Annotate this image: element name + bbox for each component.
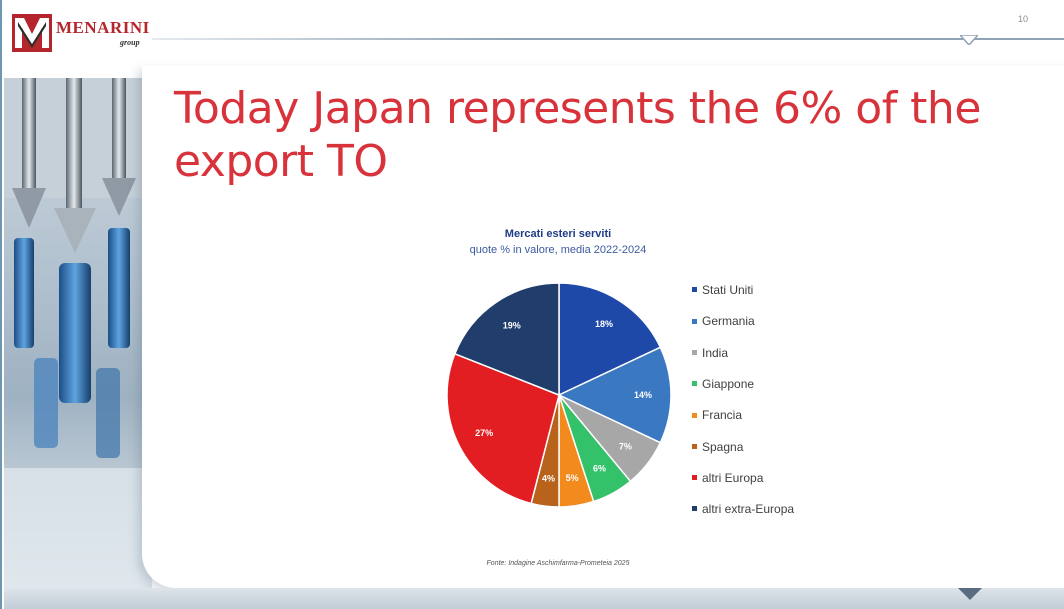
legend-label: Stati Uniti — [702, 283, 754, 297]
legend-swatch — [692, 443, 697, 449]
legend-label: Germania — [702, 314, 755, 329]
pie-slice-altri-europa — [446, 352, 560, 505]
legend-label: Giappone — [702, 376, 755, 391]
chart-title: Mercati esteri serviti — [504, 228, 612, 240]
pie-label-spagna: 4% — [542, 473, 555, 483]
page-number: 10 — [1018, 14, 1029, 24]
header-notch-decoration — [960, 35, 978, 45]
header-rule — [152, 38, 1064, 40]
logo-mark-icon — [12, 14, 52, 52]
legend-item-stati-uniti: Stati Uniti — [692, 283, 753, 299]
legend-swatch — [692, 318, 697, 324]
legend-item-giappone: Giappone — [692, 377, 754, 393]
legend-label: India — [702, 345, 729, 360]
logo-subtext: group — [120, 38, 140, 47]
legend-item-spagna: Spagna — [692, 440, 743, 456]
pie-label-germania: 14% — [634, 390, 652, 400]
lab-vials-photo — [4, 78, 152, 609]
pie-chart: 18% 14% 7% 6% 5% 4% 27% 19% — [446, 282, 672, 508]
pie-label-altri-extra-europa: 19% — [503, 321, 521, 331]
legend-item-altri-europa: altri Europa — [692, 471, 763, 487]
legend-item-india: India — [692, 346, 728, 362]
pie-label-francia: 5% — [566, 473, 579, 483]
chart-subtitle: quote % in valore, media 2022-2024 — [469, 244, 647, 256]
bottom-notch-decoration — [958, 588, 982, 600]
pie-slice-stati-uniti — [558, 282, 662, 397]
legend-swatch — [692, 412, 697, 418]
logo-text: MENARINI — [56, 18, 150, 37]
slide-title: Today Japan represents the 6% of the exp… — [174, 83, 981, 187]
pie-label-stati-uniti: 18% — [595, 319, 613, 329]
legend-swatch — [692, 287, 697, 293]
legend-label: Spagna — [702, 439, 744, 454]
pie-slice-altri-extra-europa — [453, 282, 560, 397]
pie-slice-germania — [557, 346, 672, 444]
legend-swatch — [692, 475, 697, 481]
legend-label: altri Europa — [702, 470, 764, 485]
legend-label: altri extra-Europa — [702, 502, 795, 517]
legend-item-germania: Germania — [692, 314, 755, 330]
legend-label: Francia — [702, 408, 743, 423]
legend-swatch — [692, 381, 697, 387]
bottom-band — [4, 588, 1064, 609]
pie-label-altri-europa: 27% — [475, 428, 493, 438]
menarini-logo: MENARINI group — [12, 14, 162, 58]
chart-source: Fonte: Indagine Aschimfarma-Prometeia 20… — [486, 560, 630, 567]
pie-label-giappone: 6% — [593, 464, 606, 474]
legend-swatch — [692, 349, 697, 355]
pie-label-india: 7% — [619, 441, 632, 451]
legend-swatch — [692, 506, 697, 512]
legend-item-francia: Francia — [692, 408, 742, 424]
legend-item-altri-extra-europa: altri extra-Europa — [692, 502, 794, 518]
